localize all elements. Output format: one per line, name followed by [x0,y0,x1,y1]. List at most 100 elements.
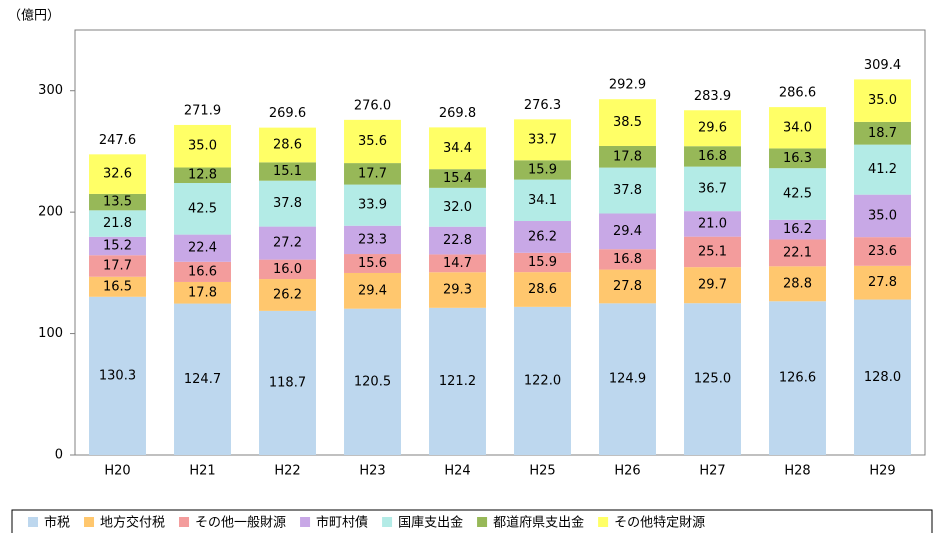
bar-segment [174,167,231,183]
data-label: 124.7 [184,372,221,387]
data-label: 15.9 [528,162,557,177]
x-tick-label: H21 [189,464,215,479]
data-label: 38.5 [613,115,642,130]
bar-segment [89,296,146,455]
data-label: 16.3 [783,151,812,166]
data-label: 16.6 [188,264,217,279]
x-tick-label: H22 [274,464,300,479]
data-label: 21.0 [698,216,727,231]
data-label: 118.7 [269,375,306,390]
data-label: 29.6 [698,121,727,136]
data-label: 15.9 [528,255,557,270]
bar-segment [514,160,571,180]
bar-segment [344,184,401,226]
data-label: 28.6 [528,282,557,297]
bar-segment [174,303,231,455]
data-label: 27.8 [613,279,642,294]
bar-segment [684,211,741,237]
bar-segment [259,259,316,280]
legend-swatch [477,517,488,527]
bar-segment [854,237,911,266]
bar-segment [344,163,401,185]
bar-segment [89,210,146,237]
x-tick-label: H23 [359,464,385,479]
data-label: 15.1 [273,164,302,179]
legend-swatch [179,517,190,527]
data-label: 28.6 [273,137,302,152]
data-label: 15.6 [358,256,387,271]
legend-swatch [28,517,38,527]
data-label: 130.3 [99,368,136,383]
data-label: 42.5 [783,186,812,201]
data-label: 22.4 [188,241,217,256]
bar-segment [89,255,146,277]
total-label: 286.6 [779,86,816,101]
bar-segment [259,310,316,455]
data-label: 125.0 [694,372,731,387]
data-label: 17.7 [103,258,132,273]
data-label: 15.4 [443,171,472,186]
bar-segment [429,254,486,273]
bar-segment [684,267,741,304]
data-label: 124.9 [609,372,646,387]
data-label: 37.8 [273,196,302,211]
y-tick-label: 300 [38,83,63,98]
bar-segment [259,180,316,227]
data-label: 25.1 [698,244,727,259]
bar-segment [429,169,486,188]
total-label: 292.9 [609,78,646,93]
data-label: 41.2 [868,162,897,177]
data-label: 128.0 [864,370,901,385]
data-label: 22.8 [443,233,472,248]
total-label: 309.4 [864,58,901,73]
data-label: 121.2 [439,374,476,389]
bar-segment [854,144,911,195]
data-label: 16.5 [103,279,132,294]
bar-segment [769,107,826,149]
data-label: 27.2 [273,236,302,251]
data-label: 32.6 [103,167,132,182]
data-label: 12.8 [188,168,217,183]
legend-label: 市税 [44,515,70,531]
total-label: 269.6 [269,106,306,121]
data-label: 16.8 [698,149,727,164]
data-label: 28.8 [783,276,812,291]
x-tick-label: H24 [444,464,470,479]
bar-segment [599,213,656,250]
legend-swatch [300,517,311,527]
total-label: 271.9 [184,103,221,118]
bar-segment [259,226,316,260]
bar-segment [769,148,826,169]
bar-segment [514,252,571,273]
bar-segment [599,145,656,168]
data-label: 26.2 [528,229,557,244]
data-label: 27.8 [868,275,897,290]
x-tick-label: H29 [869,464,895,479]
bar-segment [259,162,316,181]
data-label: 32.0 [443,200,472,215]
bar-segment [514,221,571,253]
bar-segment [344,119,401,164]
bar-segment [429,226,486,255]
bar-segment [769,301,826,455]
data-label: 120.5 [354,374,391,389]
data-label: 126.6 [779,371,816,386]
data-label: 23.6 [868,244,897,259]
data-label: 15.2 [103,239,132,254]
data-label: 35.0 [868,208,897,223]
data-label: 29.4 [613,224,642,239]
total-label: 247.6 [99,133,136,148]
data-label: 122.0 [524,373,561,388]
bar-segment [174,281,231,304]
legend-label: 市町村債 [316,515,368,531]
bar-segment [769,239,826,267]
y-tick-label: 200 [38,205,63,220]
data-label: 16.0 [273,262,302,277]
data-label: 13.5 [103,195,132,210]
legend-swatch [598,517,609,527]
bar-segment [684,146,741,167]
data-label: 34.0 [783,120,812,135]
bar-segment [599,269,656,304]
total-label: 283.9 [694,89,731,104]
